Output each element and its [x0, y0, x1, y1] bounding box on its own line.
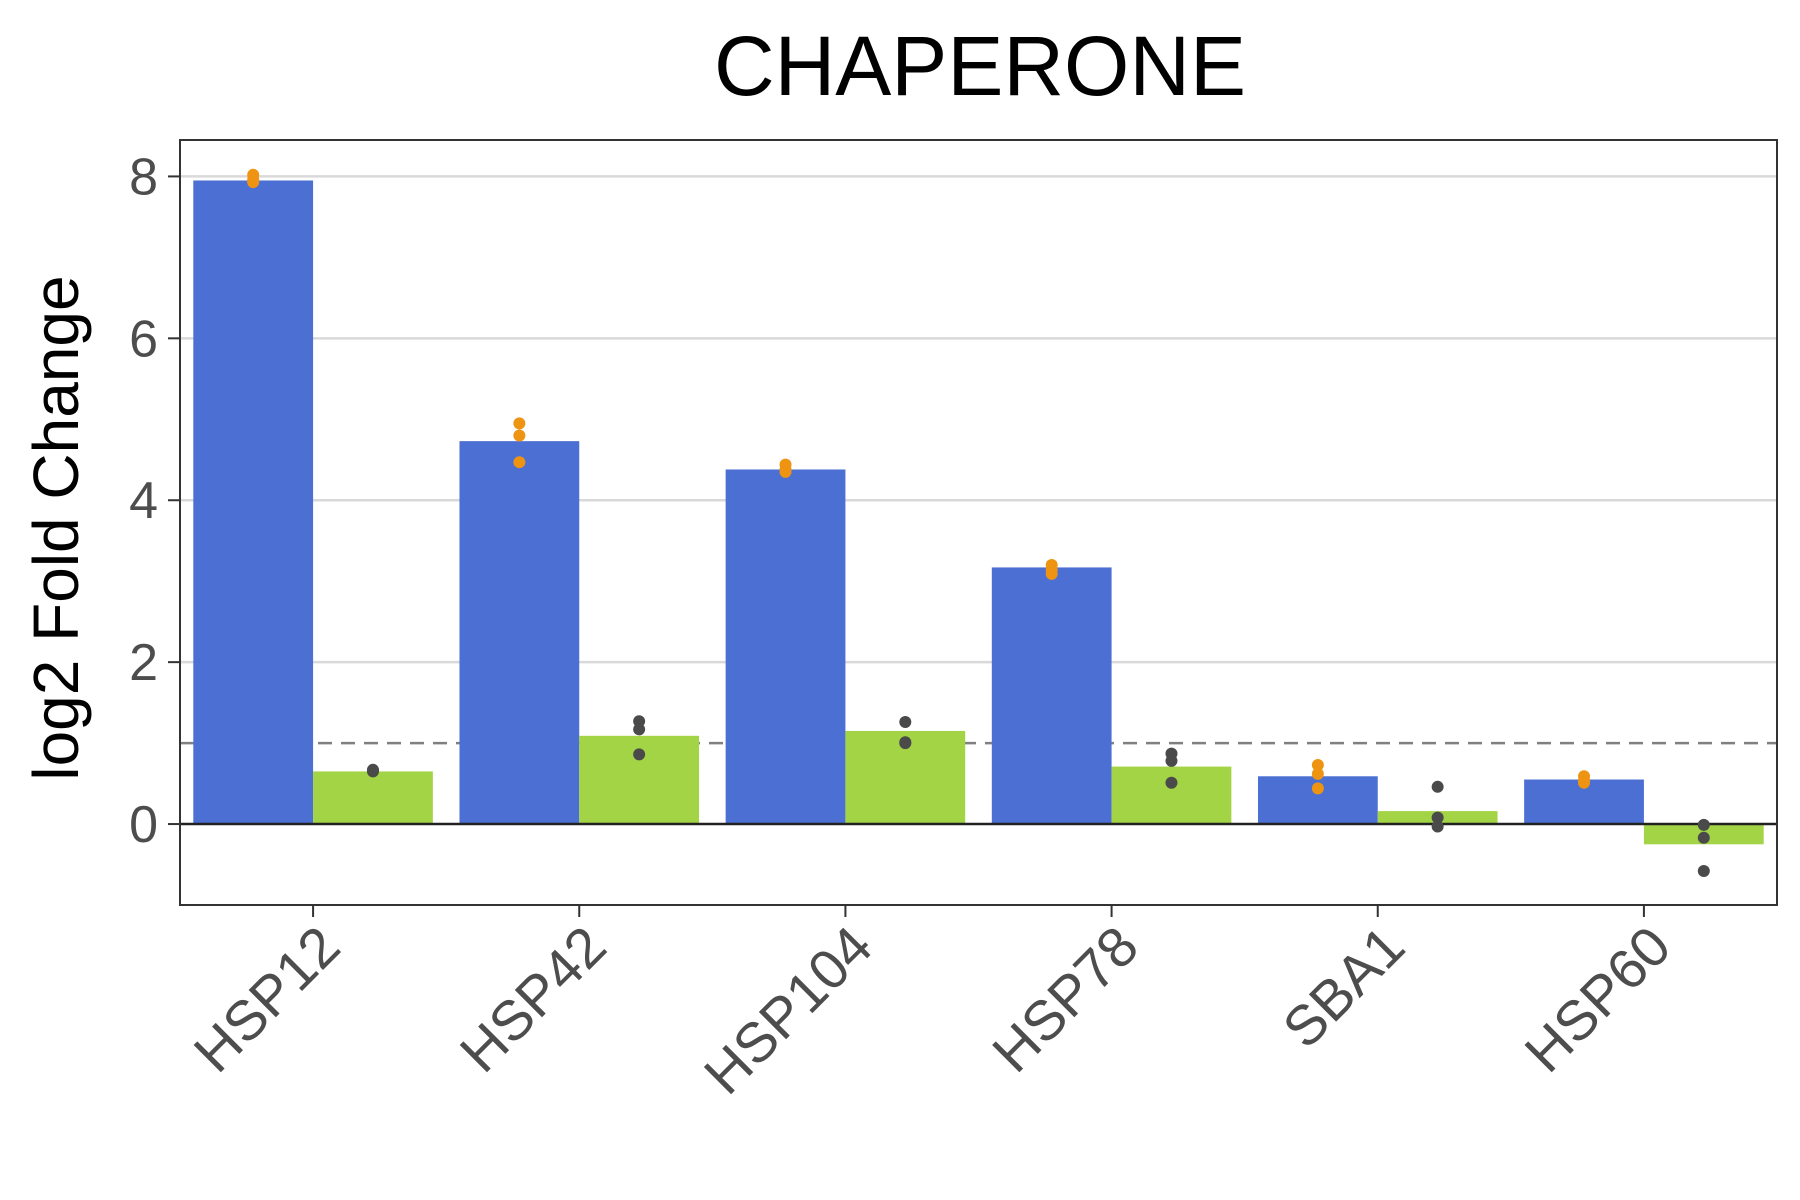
data-point-hsp78 — [1045, 567, 1058, 580]
data-point-hsp104 — [899, 737, 912, 750]
x-axis: HSP12 HSP42 HSP104 HSP78 SBA1 HSP60 — [182, 905, 1682, 1106]
x-tick-label-hsp12: HSP12 — [182, 914, 352, 1084]
data-point-hsp42 — [513, 456, 526, 469]
data-point-hsp42 — [633, 723, 646, 736]
data-point-sba1 — [1311, 767, 1324, 780]
bar-hsp42-series-1 — [459, 441, 580, 825]
y-tick-label: 2 — [129, 634, 158, 692]
y-tick-label: 4 — [129, 472, 158, 530]
data-point-sba1 — [1311, 758, 1324, 771]
data-point-sba1 — [1431, 820, 1444, 833]
data-point-hsp104 — [899, 716, 912, 729]
y-axis: 0 2 4 6 8 — [129, 148, 180, 854]
data-point-hsp78 — [1165, 776, 1178, 789]
data-point-hsp12 — [366, 764, 379, 777]
x-tick-label-hsp78: HSP78 — [980, 914, 1150, 1084]
data-point-hsp60 — [1697, 818, 1710, 831]
data-point-hsp12 — [247, 176, 260, 189]
data-point-hsp42 — [513, 429, 526, 442]
y-tick-label: 6 — [129, 310, 158, 368]
bar-hsp12-series-2 — [313, 771, 433, 825]
plot-background — [180, 140, 1777, 905]
bar-hsp78-series-2 — [1111, 766, 1232, 825]
data-point-hsp104 — [779, 465, 792, 478]
data-point-hsp60 — [1697, 831, 1710, 844]
bar-hsp12-series-1 — [193, 180, 314, 825]
y-axis-label: log2 Fold Change — [20, 275, 92, 780]
bar-hsp104-series-1 — [725, 469, 846, 825]
x-tick-label-hsp104: HSP104 — [692, 914, 884, 1106]
data-point-hsp42 — [633, 748, 646, 761]
data-point-hsp60 — [1578, 776, 1591, 789]
x-tick-label-sba1: SBA1 — [1270, 914, 1416, 1060]
plot-border — [179, 139, 1778, 906]
data-point-hsp42 — [513, 417, 526, 430]
bar-hsp78-series-1 — [991, 567, 1112, 825]
data-point-sba1 — [1431, 811, 1444, 824]
y-tick-label: 0 — [129, 796, 158, 854]
data-point-sba1 — [1431, 780, 1444, 793]
x-tick-label-hsp42: HSP42 — [448, 914, 618, 1084]
data-point-hsp78 — [1165, 754, 1178, 767]
data-point-hsp60 — [1697, 865, 1710, 877]
bars — [193, 180, 1764, 845]
chart-title: CHAPERONE — [714, 19, 1246, 113]
data-point-sba1 — [1311, 782, 1324, 795]
x-tick-label-hsp60: HSP60 — [1512, 914, 1682, 1084]
replicate-points — [247, 168, 1710, 877]
grid-lines — [180, 175, 1777, 664]
y-tick-label: 8 — [129, 148, 158, 206]
